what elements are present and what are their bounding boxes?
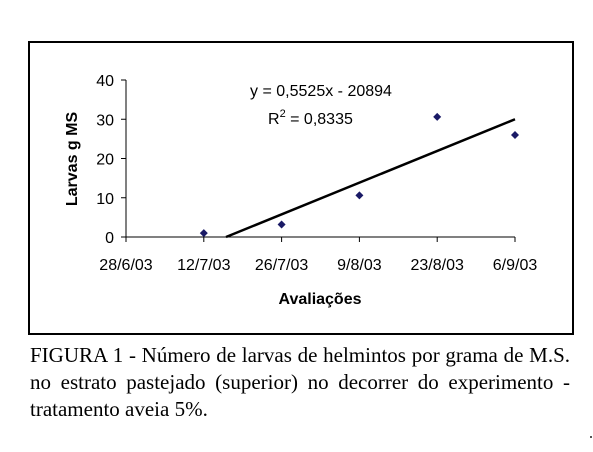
y-tick-label: 30 bbox=[96, 112, 114, 129]
data-point-marker bbox=[355, 191, 364, 200]
scatter-chart: 0 10 20 30 40 28/6/03 12/7/03 26/7/03 9/8/03 23/… bbox=[64, 73, 538, 308]
x-tick-label: 26/7/03 bbox=[255, 257, 308, 274]
corner-dot bbox=[590, 436, 592, 438]
y-tick-label: 20 bbox=[96, 152, 114, 169]
data-point-marker bbox=[511, 130, 519, 139]
chart-frame bbox=[28, 41, 574, 335]
x-tick-label: 28/6/03 bbox=[99, 257, 152, 274]
figure-caption: FIGURA 1 - Número de larvas de helmintos… bbox=[30, 343, 570, 421]
data-point-marker bbox=[433, 112, 442, 121]
trendline bbox=[225, 118, 516, 239]
y-tick-label: 40 bbox=[96, 73, 114, 90]
data-point-marker bbox=[199, 229, 208, 238]
x-tick-label: 23/8/03 bbox=[411, 257, 464, 274]
y-tick-label: 0 bbox=[105, 230, 114, 247]
trendline-equation: y = 0,5525x - 20894 bbox=[250, 83, 392, 100]
x-tick-label: 6/9/03 bbox=[493, 257, 538, 274]
y-tick-label: 10 bbox=[96, 191, 114, 208]
x-tick-label: 9/8/03 bbox=[337, 257, 382, 274]
x-axis-title: Avaliações bbox=[278, 291, 361, 308]
r-squared-label: R2 = 0,8335 bbox=[268, 108, 353, 128]
y-axis-title: Larvas g MS bbox=[64, 112, 81, 207]
x-tick-label: 12/7/03 bbox=[177, 257, 230, 274]
data-point-marker bbox=[277, 220, 286, 229]
